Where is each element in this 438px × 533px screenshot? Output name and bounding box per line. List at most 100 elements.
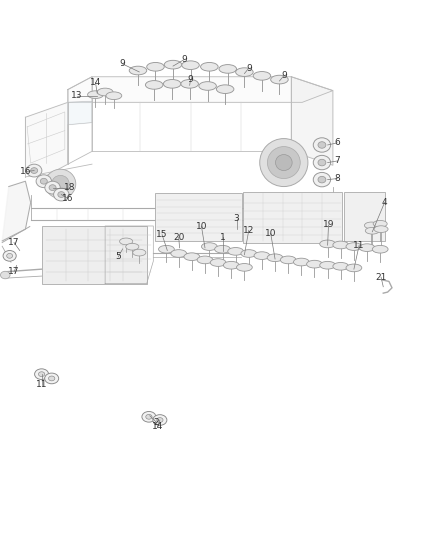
Polygon shape (68, 77, 333, 102)
Ellipse shape (45, 373, 59, 384)
Text: 19: 19 (323, 221, 334, 229)
Ellipse shape (126, 244, 139, 250)
Text: 9: 9 (281, 71, 287, 80)
Ellipse shape (280, 256, 296, 264)
Text: 10: 10 (265, 229, 276, 238)
Bar (243, 192, 342, 243)
Ellipse shape (201, 243, 217, 251)
Text: 9: 9 (181, 55, 187, 64)
Ellipse shape (49, 376, 55, 381)
Ellipse shape (153, 415, 167, 425)
Ellipse shape (216, 85, 234, 93)
Text: 11: 11 (353, 241, 365, 249)
Ellipse shape (313, 173, 331, 187)
Ellipse shape (49, 185, 56, 190)
Ellipse shape (39, 372, 45, 376)
Ellipse shape (36, 175, 52, 188)
Ellipse shape (253, 71, 271, 80)
Ellipse shape (346, 264, 362, 272)
Ellipse shape (374, 226, 388, 232)
Ellipse shape (320, 240, 336, 248)
Text: 14: 14 (90, 78, 101, 87)
Text: 6: 6 (334, 139, 340, 147)
Ellipse shape (171, 249, 187, 257)
Ellipse shape (364, 222, 378, 229)
Text: 16: 16 (20, 167, 31, 176)
Bar (155, 193, 242, 241)
Text: 4: 4 (382, 198, 387, 207)
Ellipse shape (210, 259, 226, 266)
Ellipse shape (164, 60, 182, 69)
Text: 16: 16 (62, 194, 74, 203)
Polygon shape (68, 101, 92, 125)
Ellipse shape (318, 142, 326, 148)
Ellipse shape (254, 252, 270, 260)
Ellipse shape (313, 156, 331, 169)
Text: 15: 15 (156, 230, 168, 239)
Ellipse shape (157, 418, 163, 422)
Bar (344, 192, 385, 241)
Ellipse shape (346, 243, 362, 251)
Ellipse shape (53, 188, 69, 201)
Ellipse shape (237, 263, 252, 271)
Ellipse shape (267, 254, 283, 262)
Ellipse shape (147, 62, 164, 71)
Ellipse shape (58, 192, 65, 197)
Ellipse shape (201, 62, 218, 71)
Ellipse shape (223, 261, 239, 269)
Ellipse shape (318, 176, 326, 183)
Ellipse shape (313, 138, 331, 152)
Ellipse shape (182, 61, 199, 69)
Ellipse shape (163, 79, 181, 88)
Text: 3: 3 (233, 214, 240, 223)
Ellipse shape (373, 221, 387, 227)
Ellipse shape (293, 258, 309, 266)
Ellipse shape (45, 169, 76, 199)
Ellipse shape (359, 244, 375, 252)
Ellipse shape (145, 80, 163, 89)
Ellipse shape (184, 253, 200, 261)
Text: 14: 14 (152, 422, 163, 431)
Ellipse shape (197, 256, 213, 264)
Ellipse shape (271, 75, 288, 84)
Ellipse shape (276, 155, 292, 171)
Text: 21: 21 (375, 273, 387, 281)
Ellipse shape (333, 262, 349, 270)
Text: 17: 17 (8, 238, 20, 247)
Ellipse shape (35, 369, 49, 379)
Text: 10: 10 (196, 222, 207, 231)
Ellipse shape (320, 261, 336, 269)
Text: 12: 12 (243, 226, 254, 235)
Ellipse shape (129, 66, 147, 75)
Text: 7: 7 (334, 157, 340, 165)
Ellipse shape (97, 88, 113, 96)
Ellipse shape (318, 159, 326, 166)
Text: 17: 17 (8, 268, 20, 276)
Ellipse shape (7, 253, 13, 258)
Ellipse shape (120, 238, 133, 245)
Ellipse shape (31, 168, 38, 173)
Ellipse shape (3, 251, 16, 261)
Ellipse shape (159, 245, 174, 253)
Ellipse shape (267, 147, 300, 179)
Ellipse shape (0, 271, 10, 279)
Polygon shape (291, 77, 333, 165)
Text: 5: 5 (115, 253, 121, 261)
Text: 9: 9 (246, 64, 252, 72)
Ellipse shape (219, 64, 237, 73)
Text: 20: 20 (173, 233, 184, 241)
Text: 11: 11 (36, 381, 47, 389)
Ellipse shape (45, 181, 60, 194)
Polygon shape (25, 102, 68, 177)
Ellipse shape (215, 245, 230, 253)
Ellipse shape (365, 228, 379, 234)
Ellipse shape (146, 415, 152, 419)
Text: 1: 1 (219, 233, 226, 241)
Ellipse shape (228, 247, 244, 255)
Ellipse shape (52, 175, 69, 192)
Text: 9: 9 (187, 76, 194, 84)
Ellipse shape (307, 260, 322, 268)
Ellipse shape (199, 82, 216, 90)
Text: 13: 13 (71, 92, 82, 100)
Ellipse shape (260, 139, 308, 187)
